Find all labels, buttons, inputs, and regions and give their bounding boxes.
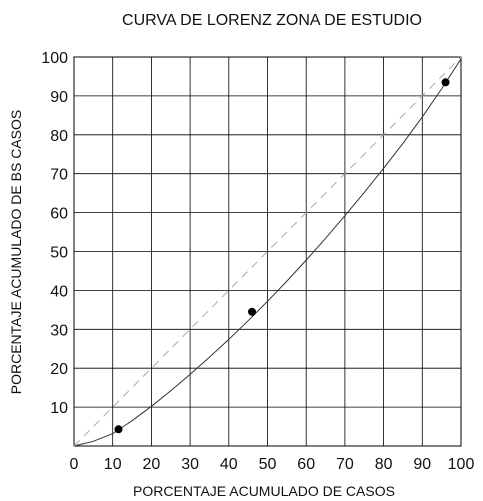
chart-title: CURVA DE LORENZ ZONA DE ESTUDIO <box>122 12 422 29</box>
x-tick-label: 20 <box>143 456 161 473</box>
y-tick-label: 80 <box>50 128 68 145</box>
y-tick-label: 10 <box>50 400 68 417</box>
x-tick-label: 0 <box>70 456 79 473</box>
y-tick-label: 20 <box>50 361 68 378</box>
x-tick-label: 40 <box>220 456 238 473</box>
y-tick-labels: 10 20 30 40 50 60 70 80 90 100 <box>41 50 68 417</box>
series-layer <box>73 56 462 447</box>
y-tick-label: 60 <box>50 206 68 223</box>
y-axis-label: PORCENTAJE ACUMULADO DE BS CASOS <box>8 110 24 394</box>
x-tick-label: 90 <box>413 456 431 473</box>
x-tick-label: 30 <box>181 456 199 473</box>
grid-lines <box>74 57 461 446</box>
y-tick-label: 100 <box>41 50 68 67</box>
x-tick-labels: 0 10 20 30 40 50 60 70 80 90 100 <box>70 456 475 473</box>
x-axis-label: PORCENTAJE ACUMULADO DE CASOS <box>133 483 395 499</box>
x-tick-label: 70 <box>336 456 354 473</box>
y-tick-label: 90 <box>50 89 68 106</box>
x-tick-label: 10 <box>104 456 122 473</box>
data-point <box>441 78 450 87</box>
y-tick-label: 50 <box>50 245 68 262</box>
y-tick-label: 70 <box>50 167 68 184</box>
x-tick-label: 60 <box>297 456 315 473</box>
x-tick-label: 50 <box>259 456 277 473</box>
plot-frame <box>73 56 462 447</box>
data-point <box>114 425 123 434</box>
y-tick-label: 40 <box>50 283 68 300</box>
lorenz-curve <box>73 58 462 447</box>
data-point <box>248 307 257 316</box>
y-tick-label: 30 <box>50 322 68 339</box>
x-tick-label: 80 <box>375 456 393 473</box>
equality-line <box>73 56 462 447</box>
x-tick-label: 100 <box>448 456 475 473</box>
